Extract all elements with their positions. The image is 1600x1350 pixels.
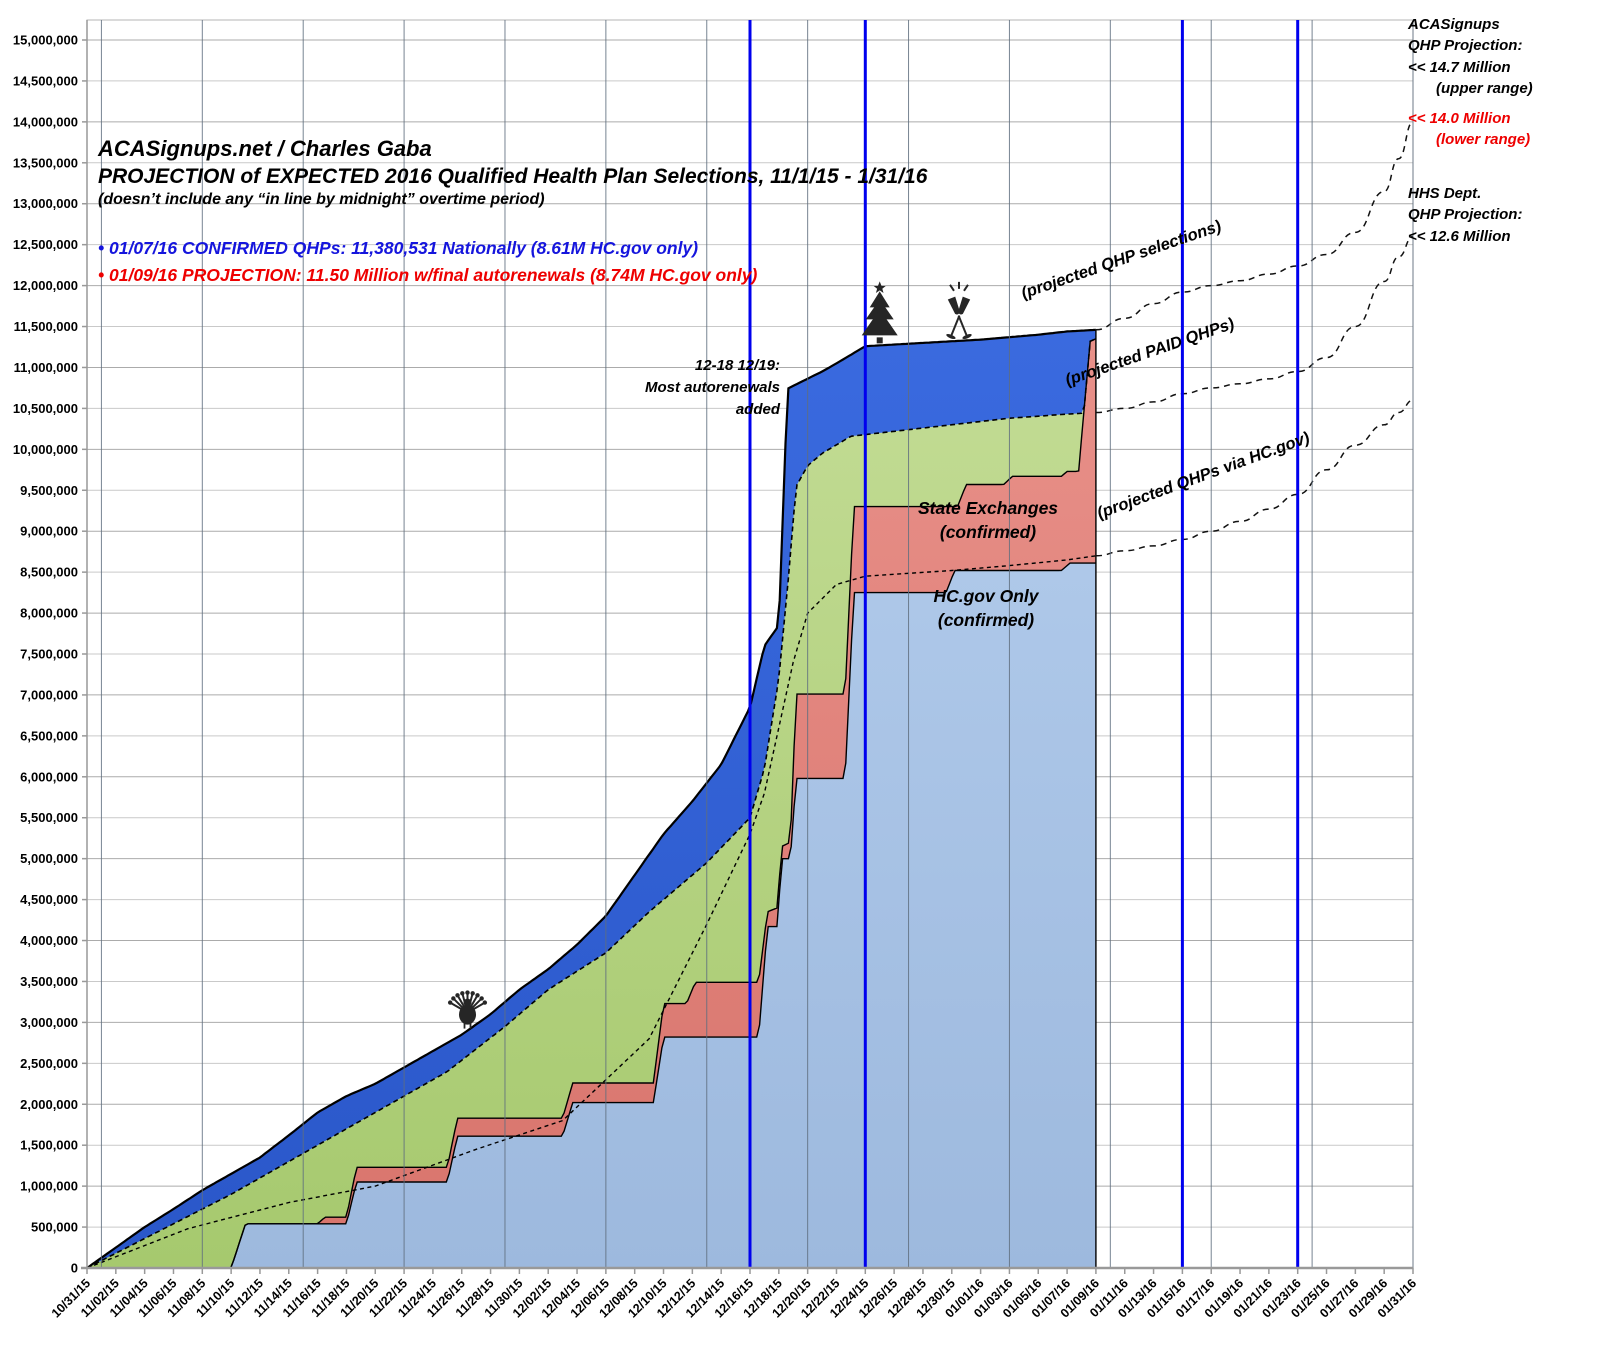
- y-axis-label: 4,000,000: [20, 933, 78, 948]
- y-axis-label: 6,000,000: [20, 769, 78, 784]
- sunday-gridlines: [100, 20, 1414, 1268]
- state-exchanges-line: [87, 338, 1097, 1269]
- y-axis-label: 1,000,000: [20, 1179, 78, 1194]
- hcgov-projection-dashed-line: [86, 555, 1096, 1269]
- y-axis-label: 0: [71, 1261, 78, 1276]
- title-block: ACASignups.net / Charles Gaba PROJECTION…: [98, 136, 927, 209]
- chart-source-title: ACASignups.net / Charles Gaba: [98, 136, 432, 161]
- holiday-icons: [447, 281, 972, 1029]
- projection-qhps-note: • 01/09/16 PROJECTION: 11.50 Million w/f…: [98, 265, 758, 285]
- y-axis-label: 12,500,000: [13, 237, 78, 252]
- y-axis-label: 15,000,000: [13, 33, 78, 48]
- confirmed-qhps-note: • 01/07/16 CONFIRMED QHPs: 11,380,531 Na…: [98, 238, 699, 258]
- y-axis-label: 13,000,000: [13, 196, 78, 211]
- y-axis-label: 3,000,000: [20, 1015, 78, 1030]
- y-axis-label: 8,000,000: [20, 606, 78, 621]
- series-lines: [86, 121, 1414, 1269]
- projection-selections-curve: [1095, 121, 1414, 331]
- star-icon: [873, 281, 886, 293]
- autorenewals-annotation: 12-18 12/19: Most autorenewals added: [644, 357, 780, 418]
- y-axis-label: 8,500,000: [20, 565, 78, 580]
- hcgov-confirmed-area: [87, 563, 1096, 1268]
- y-axis-label: 9,500,000: [20, 483, 78, 498]
- hcgov-area-label: HC.gov Only (confirmed): [933, 586, 1039, 630]
- y-axis-label: 10,500,000: [13, 401, 78, 416]
- y-axis-label: 5,500,000: [20, 810, 78, 825]
- state-exchanges-area-label: State Exchanges (confirmed): [917, 498, 1059, 542]
- y-axis-label: 2,500,000: [20, 1056, 78, 1071]
- y-axis-label: 7,000,000: [20, 687, 78, 702]
- projection-hcgov-curve: [1095, 399, 1414, 557]
- y-axis-label: 11,500,000: [14, 319, 78, 334]
- y-axis-label: 500,000: [31, 1220, 78, 1235]
- stacked-areas: [87, 329, 1096, 1268]
- y-axis-label: 13,500,000: [13, 155, 78, 170]
- total-selections-line: [86, 328, 1096, 1269]
- turkey-icon: [447, 990, 488, 1029]
- projection-paid-curve: [1095, 235, 1414, 414]
- lower-range-label: << 14.0 Million (lower range): [1408, 110, 1531, 149]
- hhs-projection-label: HHS Dept. QHP Projection: << 12.6 Millio…: [1408, 185, 1523, 245]
- champagne-glasses-icon: [946, 281, 972, 340]
- y-axis-label: 11,000,000: [14, 360, 78, 375]
- chart-subtitle: (doesn’t include any “in line by midnigh…: [98, 191, 545, 208]
- projected-paid-dashed-line: [86, 338, 1097, 1269]
- christmas-tree-icon: [861, 281, 898, 344]
- y-axis-label: 5,000,000: [20, 851, 78, 866]
- status-bullets: • 01/07/16 CONFIRMED QHPs: 11,380,531 Na…: [98, 238, 757, 286]
- y-axis-label: 14,500,000: [13, 73, 78, 88]
- projected-paid-gap-area: [87, 338, 1096, 1268]
- acasignups-projection-label: ACASignups QHP Projection: << 14.7 Milli…: [1408, 16, 1533, 97]
- y-axis-label: 2,000,000: [20, 1097, 78, 1112]
- deadline-event-lines: [748, 20, 1300, 1268]
- y-axis-label: 7,500,000: [20, 647, 78, 662]
- chart-main-title: PROJECTION of EXPECTED 2016 Qualified He…: [98, 165, 928, 188]
- y-axis-label: 3,500,000: [20, 974, 78, 989]
- y-axis-label: 4,500,000: [20, 892, 78, 907]
- y-axis-label: 6,500,000: [20, 728, 78, 743]
- y-axis-label: 14,000,000: [13, 114, 78, 129]
- y-axis-label: 9,000,000: [20, 524, 78, 539]
- y-axis-label: 12,000,000: [13, 278, 78, 293]
- y-axis-label: 1,500,000: [20, 1138, 78, 1153]
- y-axis-label: 10,000,000: [13, 442, 78, 457]
